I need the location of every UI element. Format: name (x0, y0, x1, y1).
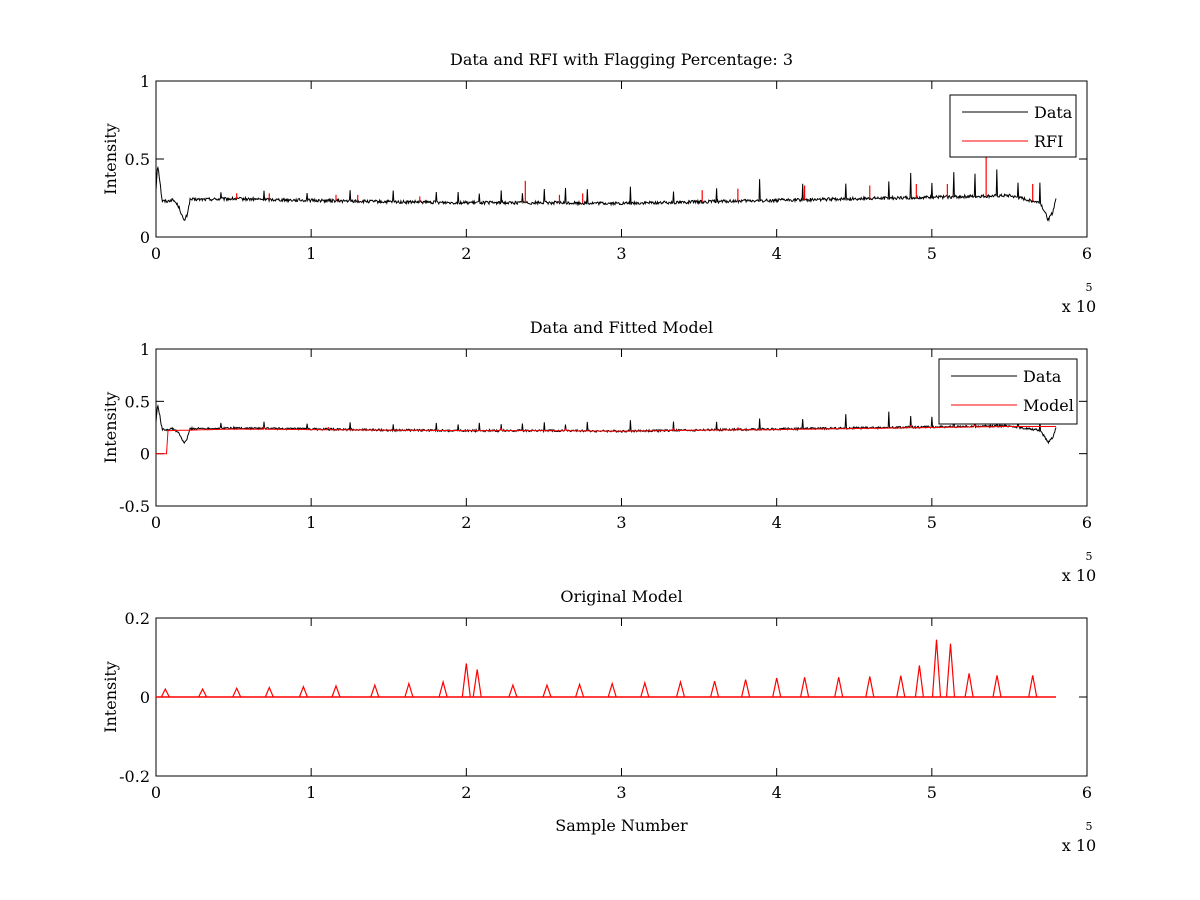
x-axis-label: Sample Number (555, 816, 688, 835)
series-peak (264, 685, 274, 698)
x-tick-label: 0 (151, 244, 161, 263)
x-tick-label: 1 (306, 244, 316, 263)
series-peak (472, 669, 482, 698)
series-peak (198, 687, 208, 698)
series-peak (461, 663, 471, 698)
y-axis-label: Intensity (101, 123, 120, 195)
x-tick-label: 4 (772, 783, 782, 802)
x-tick-label: 5 (927, 783, 937, 802)
x-tick-label: 0 (151, 513, 161, 532)
series-peak (992, 675, 1002, 698)
series-peak (800, 677, 810, 698)
series-peak (772, 677, 782, 698)
y-tick-label: 0 (140, 688, 150, 707)
subplot-1: 0 1 2 3 4 5 6 0 0.5 1 Data and RFI with Flagging P… (101, 50, 1096, 316)
x-tick-label: 3 (616, 513, 626, 532)
series-peak (710, 681, 720, 698)
legend-box (938, 358, 1078, 425)
legend-label: Data (1034, 103, 1073, 122)
series-peak (640, 680, 650, 698)
x-tick-label: 3 (616, 783, 626, 802)
x-tick-label: 2 (461, 513, 471, 532)
y-tick-label: -0.5 (119, 497, 150, 516)
x-tick-label: 4 (772, 244, 782, 263)
series-peak (675, 679, 686, 698)
y-tick-label: 1 (140, 340, 150, 359)
x-tick-label: 4 (772, 513, 782, 532)
series-peak (370, 683, 380, 698)
y-axis-label: Intensity (101, 392, 120, 464)
series-peak (508, 683, 518, 698)
plot-area (156, 157, 1057, 223)
legend: Data Model (938, 358, 1078, 425)
series-peak (865, 676, 875, 698)
x-tick-label: 1 (306, 783, 316, 802)
y-tick-label: 0.2 (125, 609, 150, 628)
x-multiplier-exponent: 5 (1086, 550, 1093, 563)
subplots: 0 1 2 3 4 5 6 0 0.5 1 Data and RFI with Flagging P… (101, 50, 1096, 855)
legend-label: Data (1023, 367, 1062, 386)
plot-area (156, 404, 1057, 455)
y-tick-label: 0 (140, 445, 150, 464)
legend-label: RFI (1034, 132, 1063, 151)
subplot-title: Data and RFI with Flagging Percentage: 3 (450, 50, 793, 69)
series-line (156, 423, 1056, 455)
legend-label: Model (1023, 396, 1074, 415)
y-tick-label: -0.2 (119, 767, 150, 786)
series-peak (896, 675, 906, 698)
series-peak (438, 679, 448, 698)
x-multiplier-label: x 10 (1062, 836, 1096, 855)
plot-area (156, 639, 1056, 698)
x-multiplier-label: x 10 (1062, 297, 1096, 316)
series-peak (834, 677, 844, 698)
x-tick-label: 2 (461, 783, 471, 802)
x-tick-label: 5 (927, 513, 937, 532)
series-peak (741, 679, 751, 698)
x-tick-label: 2 (461, 244, 471, 263)
y-tick-label: 0 (140, 228, 150, 247)
x-multiplier-label: x 10 (1062, 566, 1096, 585)
y-tick-label: 1 (140, 72, 150, 91)
x-tick-label: 5 (927, 244, 937, 263)
series-peak (1028, 675, 1038, 698)
series-peak (964, 673, 974, 698)
series-peak (160, 687, 170, 698)
x-tick-label: 6 (1082, 513, 1092, 532)
legend: Data RFI (949, 94, 1077, 158)
y-tick-label: 0.5 (125, 150, 150, 169)
series-peak (575, 682, 585, 698)
series-peak (607, 681, 617, 698)
series-peak (945, 643, 956, 698)
series-peak (298, 685, 308, 698)
x-multiplier-exponent: 5 (1086, 281, 1093, 294)
x-multiplier-exponent: 5 (1086, 820, 1093, 833)
series-peak (931, 639, 942, 698)
y-tick-label: 0.5 (125, 392, 150, 411)
x-tick-label: 6 (1082, 783, 1092, 802)
subplot-title: Data and Fitted Model (530, 318, 713, 337)
series-peak (331, 684, 341, 698)
x-tick-label: 0 (151, 783, 161, 802)
legend-box (949, 94, 1077, 158)
subplot-title: Original Model (560, 587, 682, 606)
x-tick-label: 6 (1082, 244, 1092, 263)
series-peak (542, 683, 552, 698)
series-line (156, 165, 1057, 223)
series-peak (404, 681, 414, 698)
x-tick-label: 3 (616, 244, 626, 263)
series-peak (232, 686, 242, 698)
series-peak (914, 665, 924, 698)
y-axis-label: Intensity (101, 661, 120, 733)
x-tick-label: 1 (306, 513, 316, 532)
